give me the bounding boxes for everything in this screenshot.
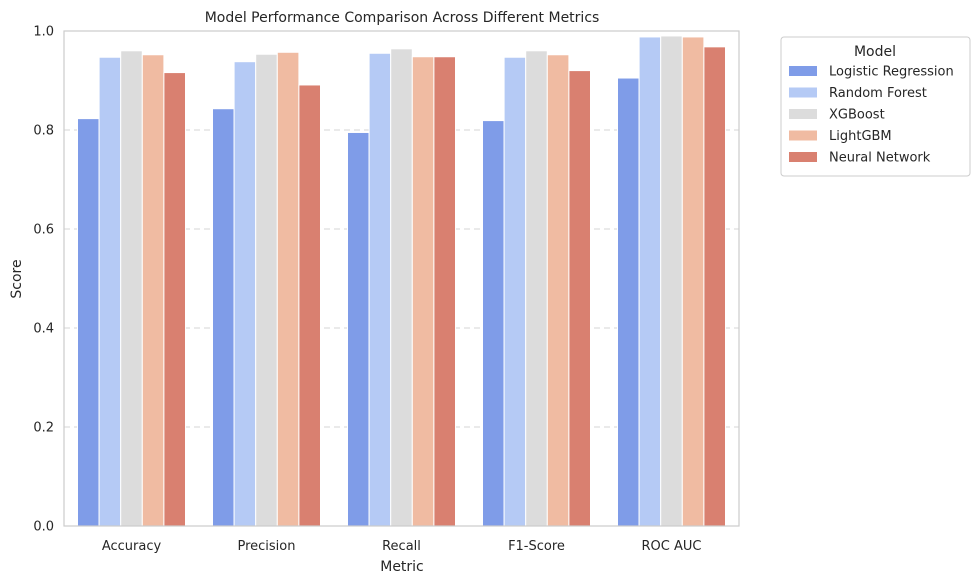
bar xyxy=(276,51,300,527)
bar xyxy=(347,131,370,527)
bar xyxy=(163,72,186,527)
legend-label: Logistic Regression xyxy=(829,65,954,80)
bar xyxy=(120,50,143,527)
y-tick-label: 0.2 xyxy=(33,421,54,436)
bar xyxy=(390,48,413,527)
legend-swatch xyxy=(789,66,817,76)
bar xyxy=(660,35,683,527)
legend-swatch xyxy=(789,109,817,119)
legend-swatch xyxy=(789,87,817,98)
legend-label: LightGBM xyxy=(829,129,892,144)
bar xyxy=(141,54,165,527)
legend-frame xyxy=(780,36,971,177)
bar xyxy=(98,56,122,527)
bar xyxy=(703,46,727,527)
legend-title: Model xyxy=(854,44,896,60)
x-tick-label: ROC AUC xyxy=(642,539,702,554)
bar xyxy=(681,36,705,527)
y-tick-label: 0.4 xyxy=(33,322,54,337)
y-tick-label: 0.0 xyxy=(33,520,54,535)
bar xyxy=(482,120,505,527)
legend-label: XGBoost xyxy=(829,108,885,123)
legend-label: Random Forest xyxy=(829,86,927,101)
bar xyxy=(433,56,456,527)
y-tick-label: 1.0 xyxy=(33,25,54,40)
legend: Model Logistic Regression Random Forest XG… xyxy=(780,36,971,177)
bar xyxy=(411,56,435,527)
plot-frame xyxy=(63,30,740,527)
bar xyxy=(525,50,548,527)
bars-group xyxy=(77,35,727,527)
bar xyxy=(298,84,321,527)
chart-title: Model Performance Comparison Across Diff… xyxy=(205,10,600,26)
legend-items: Logistic Regression Random Forest XGBoost L… xyxy=(789,65,954,166)
bar xyxy=(503,56,527,527)
bar xyxy=(638,36,662,527)
bar xyxy=(546,54,570,527)
y-axis-ticks: 0.0 0.2 0.4 0.6 0.8 1.0 xyxy=(33,25,54,535)
bar xyxy=(568,70,592,527)
legend-label: Neural Network xyxy=(829,151,931,166)
x-tick-label: Accuracy xyxy=(102,539,162,554)
x-axis-ticks: Accuracy Precision Recall F1-Score ROC AUC xyxy=(102,539,702,554)
bar xyxy=(212,108,235,527)
x-tick-label: F1-Score xyxy=(508,539,565,554)
y-axis-label: Score xyxy=(9,259,25,298)
legend-swatch xyxy=(789,130,817,141)
x-axis-label: Metric xyxy=(380,559,424,575)
y-tick-label: 0.8 xyxy=(33,124,54,139)
bar xyxy=(255,53,278,527)
bar xyxy=(77,118,100,527)
y-tick-label: 0.6 xyxy=(33,223,54,238)
x-tick-label: Precision xyxy=(237,539,295,554)
bar xyxy=(233,61,257,527)
bar xyxy=(617,77,640,527)
bar xyxy=(368,52,392,527)
legend-swatch xyxy=(789,152,817,162)
x-tick-label: Recall xyxy=(382,539,421,554)
